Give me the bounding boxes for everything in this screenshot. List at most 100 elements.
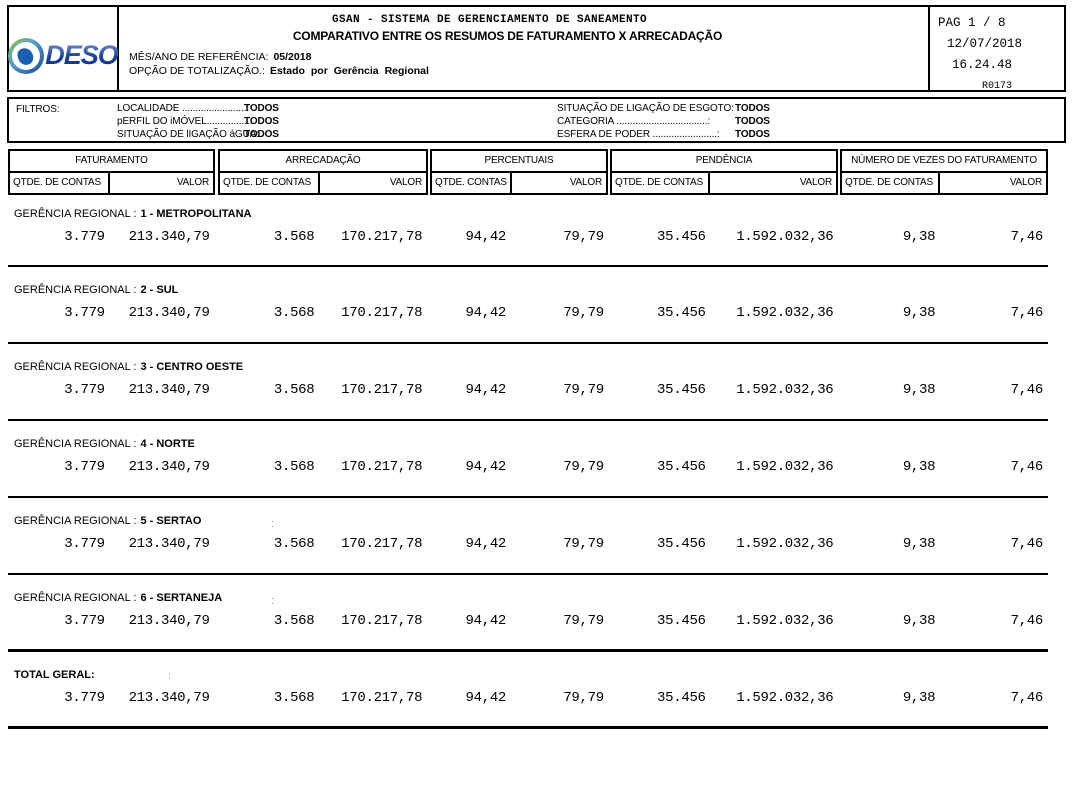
column-group: ARRECADAÇÃO QTDE. DE CONTAS VALOR [218, 149, 428, 195]
data-cell: 9,38 [902, 613, 936, 629]
filter-value: TODOS [244, 116, 279, 127]
subcolumn-qtde-label: QTDE. CONTAS [432, 173, 512, 193]
page-number: PAG 1 / 8 [938, 16, 1006, 30]
filter-value: TODOS [735, 103, 770, 114]
data-cell: 3.568 [273, 229, 315, 245]
data-cell: 7,46 [1010, 229, 1044, 245]
filter-label: CATEGORIA ..............................… [557, 116, 711, 127]
data-cell: 1.592.032,36 [736, 382, 834, 398]
data-cell: 1.592.032,36 [736, 229, 834, 245]
column-group-label: PENDÊNCIA [612, 151, 836, 173]
totalization-label: OPÇÃO DE TOTALIZAÇÃO.: [129, 65, 265, 77]
data-row: 3.779 213.340,79 3.568 170.217,78 94,42 79,79… [8, 690, 1048, 706]
data-cell: 1.592.032,36 [736, 459, 834, 475]
data-cell: 79,79 [563, 690, 604, 706]
data-cell: 94,42 [465, 459, 507, 475]
section-label-name: 5 - SERTAO [140, 515, 202, 527]
data-cell: 7,46 [1010, 690, 1044, 706]
data-cell: 35.456 [657, 459, 706, 475]
data-cell: 1.592.032,36 [736, 613, 834, 629]
data-cell: 3.779 [64, 305, 105, 321]
report-section: GERÊNCIA REGIONAL :3 - CENTRO OESTE 3.77… [8, 344, 1048, 421]
column-subheader: QTDE. DE CONTAS VALOR [842, 173, 1046, 193]
data-row: 3.779 213.340,79 3.568 170.217,78 94,42 79,79… [8, 536, 1048, 552]
report-section: GERÊNCIA REGIONAL :1 - METROPOLITANA 3.7… [8, 195, 1048, 267]
filters-title: FILTROS: [16, 104, 60, 115]
data-cell: 3.779 [64, 459, 105, 475]
data-cell: 9,38 [902, 459, 936, 475]
report-header: DESO GSAN - SISTEMA DE GERENCIAMENTO DE … [7, 5, 1066, 92]
data-cell: 7,46 [1010, 305, 1044, 321]
data-cell: 79,79 [563, 536, 604, 552]
column-group: NÚMERO DE VEZES DO FATURAMENTO QTDE. DE … [840, 149, 1048, 195]
column-group-label: PERCENTUAIS [432, 151, 606, 173]
column-group-label: ARRECADAÇÃO [220, 151, 426, 173]
column-group: FATURAMENTO QTDE. DE CONTAS VALOR [8, 149, 215, 195]
data-cell: 3.779 [64, 536, 105, 552]
section-label: GERÊNCIA REGIONAL :3 - CENTRO OESTE [8, 361, 1048, 373]
column-group: PENDÊNCIA QTDE. DE CONTAS VALOR [610, 149, 838, 195]
data-cell: 170.217,78 [341, 536, 423, 552]
filters-box: FILTROS: LOCALIDADE ....................… [7, 97, 1066, 143]
section-label: GERÊNCIA REGIONAL :2 - SUL [8, 284, 1048, 296]
column-group-label: FATURAMENTO [10, 151, 213, 173]
data-cell: 3.568 [273, 382, 315, 398]
reference-label: MÊS/ANO DE REFERÊNCIA: [129, 51, 269, 63]
section-label-name: 2 - SUL [140, 284, 179, 296]
section-label-prefix: GERÊNCIA REGIONAL : [14, 438, 137, 450]
deso-logo-text: DESO [45, 40, 119, 70]
section-label: TOTAL GERAL: [8, 669, 1048, 681]
data-cell: 213.340,79 [128, 229, 210, 245]
section-label-name: 3 - CENTRO OESTE [140, 361, 244, 373]
column-group: PERCENTUAIS QTDE. CONTAS VALOR [430, 149, 608, 195]
data-cell: 3.568 [273, 536, 315, 552]
data-cell: 213.340,79 [128, 305, 210, 321]
data-cell: 213.340,79 [128, 536, 210, 552]
data-cell: 170.217,78 [341, 382, 423, 398]
section-label-prefix: GERÊNCIA REGIONAL : [14, 361, 137, 373]
section-label-prefix: GERÊNCIA REGIONAL : [14, 592, 137, 604]
filters-right: SITUAÇÃO DE LIGAÇÃO DE ESGOTO:TODOS CATE… [557, 102, 770, 141]
data-cell: 1.592.032,36 [736, 690, 834, 706]
subcolumn-qtde-label: QTDE. DE CONTAS [220, 173, 320, 193]
filter-value: TODOS [735, 129, 770, 140]
data-cell: 9,38 [902, 536, 936, 552]
filter-item: SITUAÇÃO DE LIGAÇÃO DE ESGOTO:TODOS [557, 102, 770, 115]
report-section: GERÊNCIA REGIONAL :4 - NORTE 3.779 213.34… [8, 421, 1048, 498]
data-cell: 213.340,79 [128, 459, 210, 475]
filter-label: ESFERA DE PODER ........................… [557, 129, 720, 140]
system-title: GSAN - SISTEMA DE GERENCIAMENTO DE SANEA… [331, 14, 648, 26]
table-header: FATURAMENTO QTDE. DE CONTAS VALOR ARRECA… [8, 149, 1048, 195]
filter-item: SITUAÇÃO DE lIGAÇÃO áGUA:TODOS [117, 128, 279, 141]
report-code: R0173 [981, 81, 1012, 92]
data-cell: 7,46 [1010, 382, 1044, 398]
subcolumn-valor-label: VALOR [176, 177, 209, 188]
logo-cell: DESO [8, 7, 119, 90]
data-cell: 94,42 [465, 382, 507, 398]
reference-line: MÊS/ANO DE REFERÊNCIA: 05/2018 [119, 51, 928, 63]
ghost-colon-artifact: : [168, 670, 172, 682]
section-label-prefix: GERÊNCIA REGIONAL : [14, 515, 137, 527]
section-label: GERÊNCIA REGIONAL :5 - SERTAO [8, 515, 1048, 527]
sections: GERÊNCIA REGIONAL :1 - METROPOLITANA 3.7… [8, 195, 1048, 729]
data-cell: 35.456 [657, 229, 706, 245]
data-cell: 170.217,78 [341, 305, 423, 321]
filter-label: pERFIL DO iMÓVEL................: [117, 116, 253, 127]
data-cell: 35.456 [657, 382, 706, 398]
data-row: 3.779 213.340,79 3.568 170.217,78 94,42 79,79… [8, 305, 1048, 321]
filter-value: TODOS [735, 116, 770, 127]
data-cell: 35.456 [657, 613, 706, 629]
data-cell: 213.340,79 [128, 613, 210, 629]
data-cell: 35.456 [657, 536, 706, 552]
data-cell: 35.456 [657, 690, 706, 706]
section-label: GERÊNCIA REGIONAL :1 - METROPOLITANA [8, 208, 1048, 220]
data-cell: 170.217,78 [341, 613, 423, 629]
data-row: 3.779 213.340,79 3.568 170.217,78 94,42 79,79… [8, 459, 1048, 475]
column-subheader: QTDE. DE CONTAS VALOR [10, 173, 213, 193]
data-cell: 94,42 [465, 690, 507, 706]
data-cell: 170.217,78 [341, 690, 423, 706]
data-cell: 9,38 [902, 229, 936, 245]
filter-item: CATEGORIA ..............................… [557, 115, 770, 128]
data-cell: 1.592.032,36 [736, 536, 834, 552]
data-row: 3.779 213.340,79 3.568 170.217,78 94,42 79,79… [8, 613, 1048, 629]
